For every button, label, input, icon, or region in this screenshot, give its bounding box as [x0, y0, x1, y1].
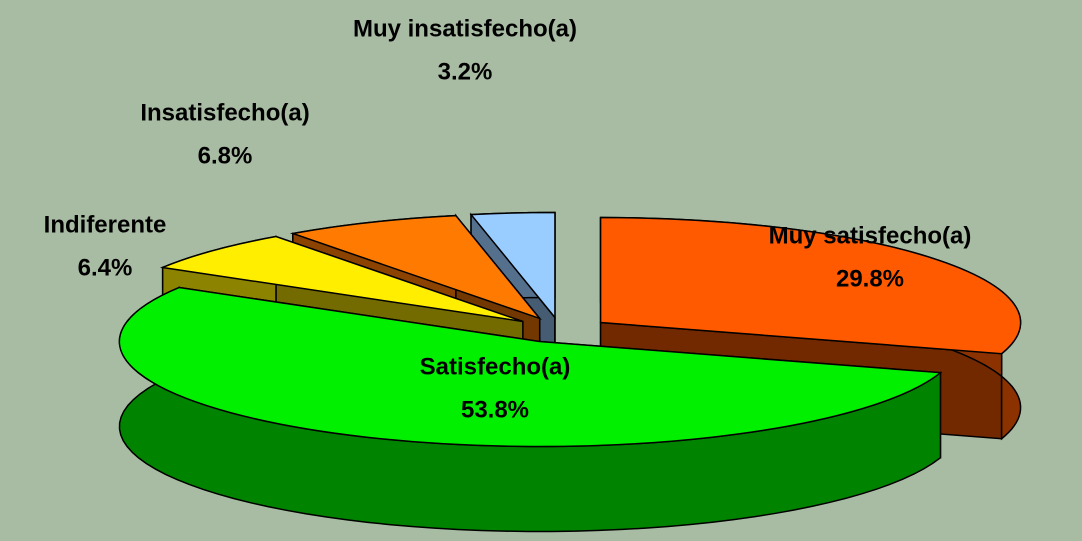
- slice-label: Muy insatisfecho(a): [353, 15, 577, 42]
- slice-label: Indiferente: [44, 211, 167, 238]
- value-label: 6.4%: [78, 254, 133, 281]
- slice-top: [289, 214, 542, 321]
- slice-label: Muy satisfecho(a): [769, 222, 972, 249]
- slice: [118, 286, 943, 533]
- pie: [118, 211, 1022, 533]
- value-label: 6.8%: [198, 142, 253, 169]
- slice-label: Satisfecho(a): [420, 353, 571, 380]
- value-label: 53.8%: [461, 396, 529, 423]
- labels: Muy satisfecho(a) 29.8% Satisfecho(a) 53.8%…: [44, 15, 972, 423]
- slice-top: [159, 235, 524, 323]
- value-label: 3.2%: [438, 58, 493, 85]
- value-label: 29.8%: [836, 265, 904, 292]
- slice-top: [599, 216, 1022, 355]
- slice-top: [469, 211, 556, 320]
- slice-top: [118, 286, 943, 448]
- slice-label: Insatisfecho(a): [140, 99, 309, 126]
